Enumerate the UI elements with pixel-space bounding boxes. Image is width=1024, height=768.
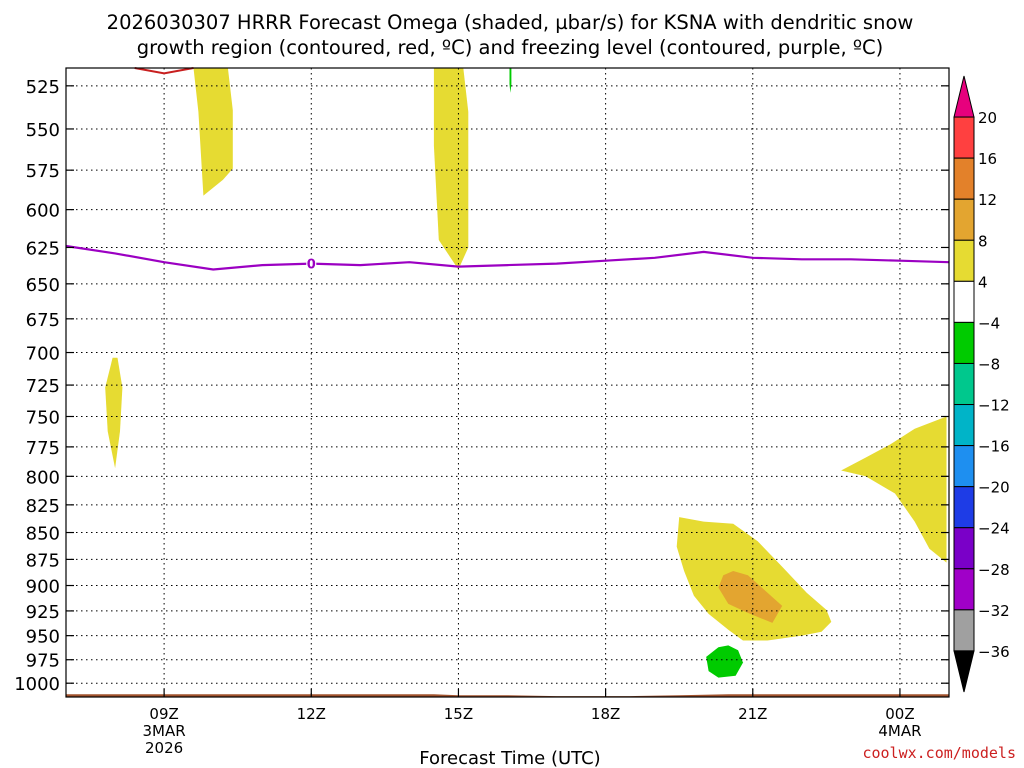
x-tick-date-9: 3MAR [143, 722, 186, 740]
omega-colorbar: 20 16 12 8 4 −4 −8 −12 −16 −20 −24 −28 −32 −36 [953, 75, 1010, 693]
x-tick-label-24: 00Z [885, 705, 914, 723]
y-tick-label-600: 600 [26, 201, 60, 222]
chart-title-line-1: 2026030307 HRRR Forecast Omega (shaded, … [107, 11, 914, 34]
colorbar-seg-10 [953, 486, 975, 529]
colorbar-seg-7 [953, 362, 975, 406]
omega-region-1 [433, 68, 469, 270]
colorbar-seg-8 [953, 404, 975, 447]
y-tick-label-950: 950 [26, 627, 60, 648]
y-tick-label-975: 975 [26, 651, 60, 672]
x-tick-date-24: 4MAR [878, 722, 921, 740]
y-tick-label-750: 750 [26, 407, 60, 428]
y-tick-label-700: 700 [26, 344, 60, 365]
freezing-level-label-bg [306, 255, 317, 271]
x-tick-label-18: 18Z [591, 705, 620, 723]
y-tick-label-575: 575 [26, 161, 60, 182]
colorbar-label-0: 20 [978, 109, 997, 127]
x-tick-label-15: 15Z [444, 705, 473, 723]
watermark: coolwx.com/models [862, 744, 1016, 762]
colorbar-seg-4 [953, 239, 975, 282]
colorbar-seg-5 [953, 280, 975, 323]
colorbar-label-5: −4 [978, 314, 1000, 332]
chart-title-line-2: growth region (contoured, red, ºC) and f… [137, 36, 884, 59]
omega-shaded-regions [66, 68, 949, 697]
colorbar-label-10: −24 [978, 520, 1010, 538]
omega-region-0 [193, 68, 233, 196]
y-tick-label-800: 800 [26, 467, 60, 488]
x-tick-label-21: 21Z [738, 705, 767, 723]
x-tick-year-9: 2026 [145, 739, 183, 757]
contour-lines: 0 [65, 67, 950, 273]
colorbar-seg-13 [953, 609, 975, 652]
colorbar-label-1: 16 [978, 150, 997, 168]
y-axis: 525 550 575 600 625 650 675 700 725 750 775 800 825 8… [14, 77, 949, 695]
colorbar-label-7: −12 [978, 397, 1010, 415]
colorbar-seg-6 [953, 321, 975, 364]
colorbar-seg-0 [953, 75, 975, 118]
y-tick-label-650: 650 [26, 275, 60, 296]
x-tick-label-9: 09Z [149, 705, 178, 723]
colorbar-seg-9 [953, 445, 975, 488]
colorbar-label-9: −20 [978, 479, 1010, 497]
x-tick-label-12: 12Z [297, 705, 326, 723]
colorbar-label-3: 8 [978, 232, 988, 250]
y-tick-label-525: 525 [26, 77, 60, 98]
y-tick-label-925: 925 [26, 602, 60, 623]
colorbar-seg-1 [953, 116, 975, 159]
y-tick-label-550: 550 [26, 120, 60, 141]
colorbar-seg-11 [953, 527, 975, 570]
freezing-level-line [65, 244, 950, 271]
colorbar-seg-14 [953, 650, 975, 693]
omega-region-2 [105, 357, 123, 469]
snow-growth-contour [134, 67, 194, 75]
y-tick-label-825: 825 [26, 496, 60, 517]
y-tick-label-875: 875 [26, 550, 60, 571]
plot-frame [65, 67, 950, 698]
colorbar-label-6: −8 [978, 355, 1000, 373]
grid-lines [66, 68, 949, 697]
omega-region-6 [706, 645, 743, 678]
omega-region-4 [676, 517, 832, 641]
y-tick-label-625: 625 [26, 238, 60, 259]
colorbar-seg-12 [953, 568, 975, 611]
colorbar-label-4: 4 [978, 273, 988, 291]
omega-region-7 [509, 68, 512, 93]
x-axis-label: Forecast Time (UTC) [419, 748, 600, 768]
surface-band [66, 694, 949, 697]
y-tick-label-1000: 1000 [14, 674, 60, 695]
colorbar-seg-3 [953, 198, 975, 241]
omega-region-3 [841, 416, 947, 563]
colorbar-label-2: 12 [978, 191, 997, 209]
colorbar-label-11: −28 [978, 561, 1010, 579]
colorbar-label-12: −32 [978, 602, 1010, 620]
colorbar-label-13: −36 [978, 643, 1010, 661]
y-tick-label-900: 900 [26, 577, 60, 598]
y-tick-label-775: 775 [26, 438, 60, 459]
y-tick-label-725: 725 [26, 376, 60, 397]
colorbar-label-8: −16 [978, 438, 1010, 456]
y-tick-label-850: 850 [26, 524, 60, 545]
colorbar-seg-2 [953, 157, 975, 200]
freezing-level-label: 0 [307, 258, 316, 273]
omega-region-5 [718, 571, 783, 623]
y-tick-label-675: 675 [26, 310, 60, 331]
